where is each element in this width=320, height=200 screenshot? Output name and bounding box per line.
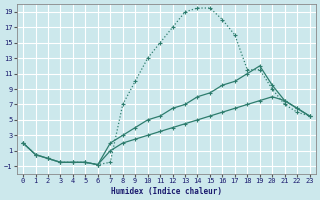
- X-axis label: Humidex (Indice chaleur): Humidex (Indice chaleur): [111, 187, 222, 196]
